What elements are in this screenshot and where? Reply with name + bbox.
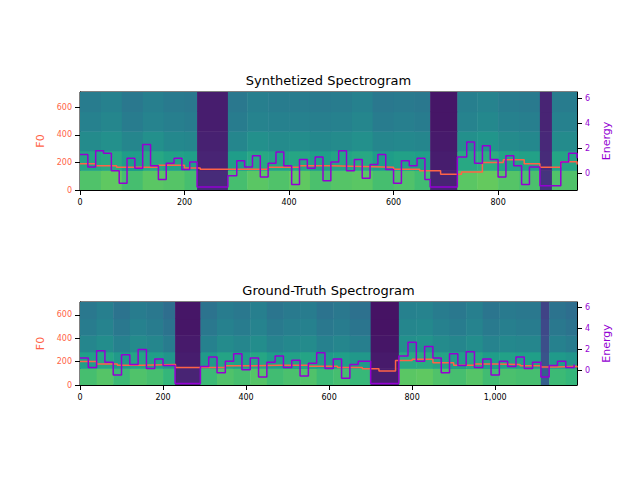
svg-text:400: 400 xyxy=(57,334,72,343)
svg-text:F0: F0 xyxy=(34,134,47,147)
svg-text:600: 600 xyxy=(57,310,72,319)
svg-text:200: 200 xyxy=(57,158,72,167)
svg-text:400: 400 xyxy=(281,198,296,207)
svg-text:0: 0 xyxy=(585,169,590,178)
svg-text:0: 0 xyxy=(67,381,72,390)
svg-text:Energy: Energy xyxy=(600,324,613,363)
svg-text:400: 400 xyxy=(238,393,253,402)
svg-text:2: 2 xyxy=(585,144,590,153)
svg-text:800: 800 xyxy=(490,198,505,207)
svg-text:800: 800 xyxy=(405,393,420,402)
svg-text:200: 200 xyxy=(177,198,192,207)
svg-text:0: 0 xyxy=(67,186,72,195)
svg-text:2: 2 xyxy=(585,345,590,354)
svg-text:600: 600 xyxy=(57,103,72,112)
svg-text:4: 4 xyxy=(585,119,590,128)
svg-text:1,000: 1,000 xyxy=(484,393,507,402)
svg-text:6: 6 xyxy=(585,94,590,103)
svg-text:4: 4 xyxy=(585,324,590,333)
svg-text:600: 600 xyxy=(321,393,336,402)
svg-text:6: 6 xyxy=(585,303,590,312)
svg-text:600: 600 xyxy=(386,198,401,207)
svg-text:0: 0 xyxy=(77,198,82,207)
svg-text:0: 0 xyxy=(585,366,590,375)
svg-text:Ground-Truth Spectrogram: Ground-Truth Spectrogram xyxy=(242,283,414,298)
svg-text:0: 0 xyxy=(77,393,82,402)
svg-text:Synthetized Spectrogram: Synthetized Spectrogram xyxy=(246,73,411,88)
svg-text:Energy: Energy xyxy=(600,121,613,160)
svg-text:400: 400 xyxy=(57,130,72,139)
svg-text:200: 200 xyxy=(57,357,72,366)
svg-text:F0: F0 xyxy=(34,337,47,350)
svg-text:200: 200 xyxy=(155,393,170,402)
